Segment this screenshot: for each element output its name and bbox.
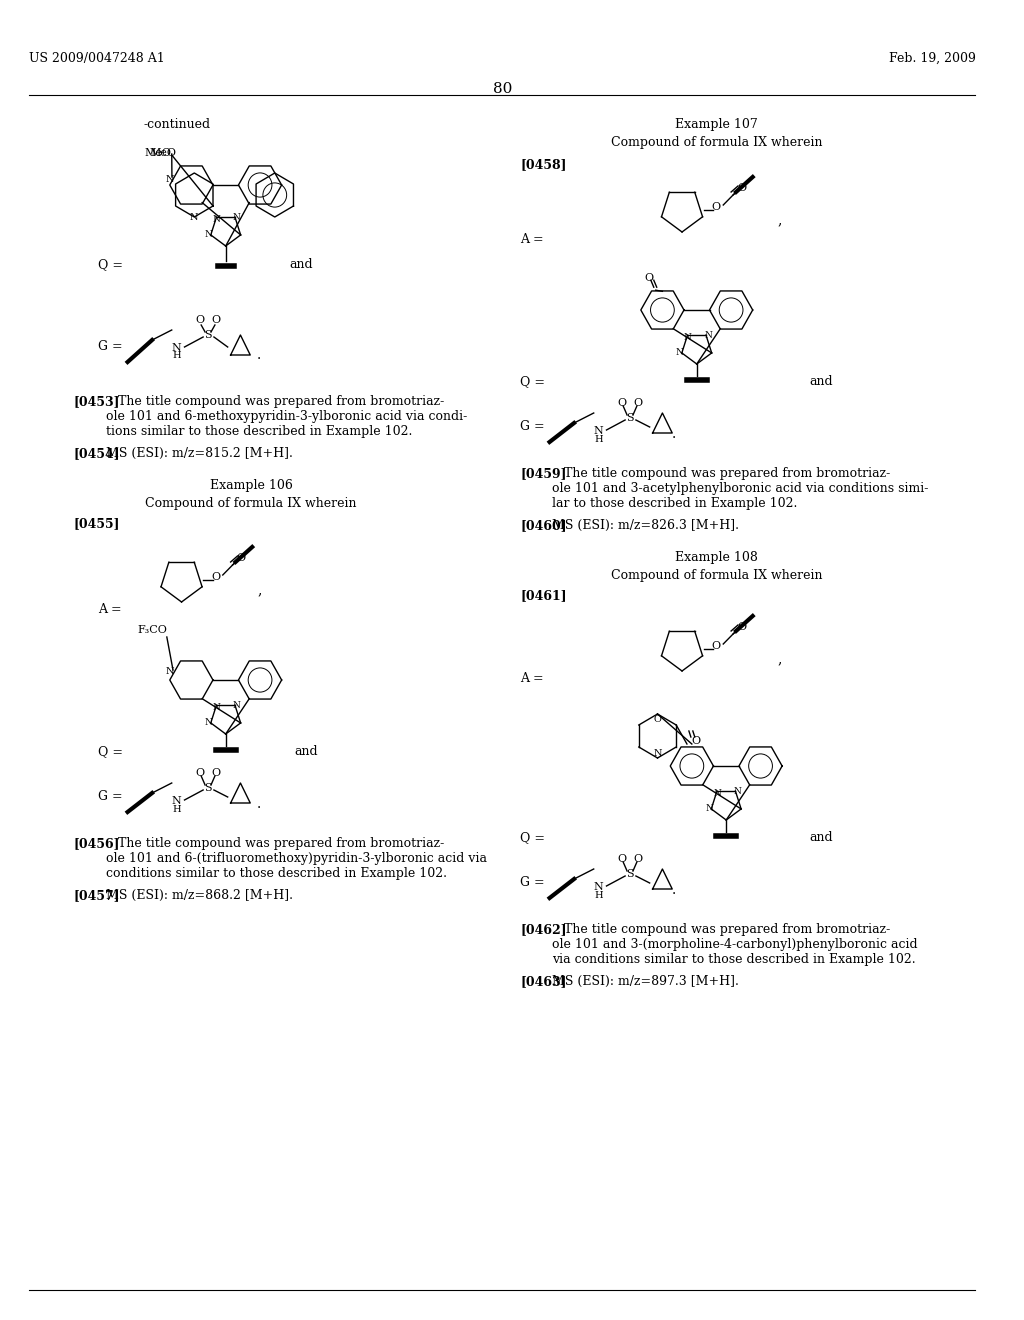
Text: O: O — [712, 202, 721, 213]
Text: [0453]: [0453] — [74, 395, 120, 408]
Text: and: and — [290, 257, 313, 271]
Text: N: N — [233, 701, 241, 710]
Text: O: O — [737, 622, 746, 632]
Text: N: N — [205, 231, 213, 239]
Text: Compound of formula IX wherein: Compound of formula IX wherein — [610, 569, 822, 582]
Text: Q =: Q = — [520, 832, 545, 843]
Text: N: N — [706, 804, 714, 813]
Text: [0463]: [0463] — [520, 975, 566, 987]
Text: O: O — [211, 315, 220, 325]
Text: G =: G = — [520, 876, 545, 888]
Text: N: N — [594, 426, 603, 436]
Text: The title compound was prepared from bromotriaz-
ole 101 and 3-(morpholine-4-car: The title compound was prepared from bro… — [553, 923, 919, 966]
Text: The title compound was prepared from bromotriaz-
ole 101 and 3-acetylphenylboron: The title compound was prepared from bro… — [553, 467, 929, 510]
Text: N: N — [705, 330, 712, 339]
Text: N: N — [653, 748, 662, 758]
Text: S: S — [204, 330, 212, 341]
Text: G =: G = — [98, 789, 123, 803]
Text: .: . — [257, 797, 261, 810]
Text: N: N — [733, 787, 741, 796]
Text: O: O — [196, 768, 205, 777]
Text: G =: G = — [520, 420, 545, 433]
Text: and: and — [810, 375, 834, 388]
Text: US 2009/0047248 A1: US 2009/0047248 A1 — [30, 51, 165, 65]
Text: MeO: MeO — [144, 148, 172, 158]
Text: O: O — [633, 854, 642, 865]
Text: O: O — [712, 642, 721, 651]
Text: O: O — [644, 273, 653, 284]
Text: O: O — [211, 572, 220, 582]
Text: N: N — [213, 215, 220, 223]
Text: O: O — [617, 399, 627, 408]
Text: MS (ESI): m/z=868.2 [M+H].: MS (ESI): m/z=868.2 [M+H]. — [106, 888, 293, 902]
Text: [0459]: [0459] — [520, 467, 566, 480]
Text: [0457]: [0457] — [74, 888, 120, 902]
Text: A =: A = — [520, 672, 544, 685]
Text: The title compound was prepared from bromotriaz-
ole 101 and 6-methoxypyridin-3-: The title compound was prepared from bro… — [106, 395, 467, 438]
Text: N: N — [166, 174, 174, 183]
Text: N: N — [233, 213, 241, 222]
Text: O: O — [617, 854, 627, 865]
Text: and: and — [295, 744, 318, 758]
Text: G =: G = — [98, 341, 123, 352]
Text: N: N — [594, 882, 603, 892]
Text: ,: , — [257, 583, 261, 597]
Text: S: S — [627, 869, 634, 879]
Text: [0455]: [0455] — [74, 517, 120, 531]
Text: Q =: Q = — [520, 375, 545, 388]
Text: H: H — [172, 804, 181, 813]
Text: ,: , — [777, 652, 781, 667]
Text: [0461]: [0461] — [520, 589, 566, 602]
Text: O: O — [633, 399, 642, 408]
Text: H: H — [594, 434, 603, 444]
Text: O: O — [692, 737, 701, 746]
Text: A =: A = — [98, 603, 122, 616]
Text: 80: 80 — [493, 82, 512, 96]
Text: Example 107: Example 107 — [675, 117, 758, 131]
Text: MS (ESI): m/z=897.3 [M+H].: MS (ESI): m/z=897.3 [M+H]. — [553, 975, 739, 987]
Text: and: and — [810, 832, 834, 843]
Text: -continued: -continued — [143, 117, 210, 131]
Text: .: . — [257, 348, 261, 362]
Text: S: S — [627, 413, 634, 422]
Text: .: . — [672, 883, 677, 898]
Text: Compound of formula IX wherein: Compound of formula IX wherein — [610, 136, 822, 149]
Text: ,: , — [777, 213, 781, 227]
Text: S: S — [204, 783, 212, 793]
Text: H: H — [594, 891, 603, 899]
Text: H: H — [172, 351, 181, 360]
Text: O: O — [653, 714, 662, 723]
Text: Example 108: Example 108 — [675, 550, 758, 564]
Text: Feb. 19, 2009: Feb. 19, 2009 — [889, 51, 976, 65]
Text: .: . — [672, 426, 677, 441]
Text: O: O — [211, 768, 220, 777]
Text: [0462]: [0462] — [520, 923, 566, 936]
Text: MS (ESI): m/z=815.2 [M+H].: MS (ESI): m/z=815.2 [M+H]. — [106, 447, 293, 459]
Text: N: N — [172, 796, 181, 807]
Text: [0454]: [0454] — [74, 447, 120, 459]
Text: The title compound was prepared from bromotriaz-
ole 101 and 6-(trifluoromethoxy: The title compound was prepared from bro… — [106, 837, 487, 880]
Text: O: O — [237, 553, 246, 564]
Text: Q =: Q = — [98, 257, 123, 271]
Text: Example 106: Example 106 — [210, 479, 293, 492]
Text: [0456]: [0456] — [74, 837, 120, 850]
Text: [0458]: [0458] — [520, 158, 566, 172]
Text: Compound of formula IX wherein: Compound of formula IX wherein — [145, 498, 357, 510]
Text: N: N — [213, 702, 220, 711]
Text: O: O — [196, 315, 205, 325]
Text: N: N — [172, 343, 181, 352]
Text: N: N — [713, 788, 721, 797]
Text: A =: A = — [520, 234, 544, 246]
Text: N: N — [676, 348, 684, 358]
Text: N: N — [190, 213, 199, 222]
Text: N: N — [684, 333, 691, 342]
Text: MS (ESI): m/z=826.3 [M+H].: MS (ESI): m/z=826.3 [M+H]. — [553, 519, 739, 532]
Text: N: N — [205, 718, 213, 727]
Text: F₃CO: F₃CO — [137, 624, 167, 635]
Text: O: O — [737, 183, 746, 193]
Text: N: N — [166, 668, 174, 676]
Text: [0460]: [0460] — [520, 519, 566, 532]
Text: Q =: Q = — [98, 744, 123, 758]
Text: MeO: MeO — [150, 148, 176, 158]
